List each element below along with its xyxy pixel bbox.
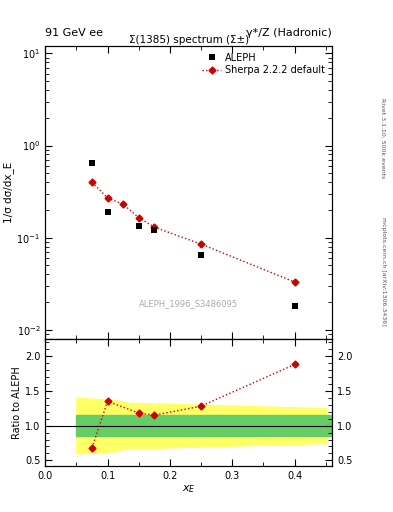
Text: mcplots.cern.ch [arXiv:1306.3436]: mcplots.cern.ch [arXiv:1306.3436] (381, 217, 386, 326)
Text: 91 GeV ee: 91 GeV ee (45, 28, 103, 38)
Line: ALEPH: ALEPH (88, 159, 298, 310)
Text: γ*/Z (Hadronic): γ*/Z (Hadronic) (246, 28, 332, 38)
Sherpa 2.2.2 default (105, 195, 110, 201)
ALEPH (136, 223, 141, 229)
Line: Sherpa 2.2.2 default: Sherpa 2.2.2 default (90, 180, 297, 285)
Legend: ALEPH, Sherpa 2.2.2 default: ALEPH, Sherpa 2.2.2 default (200, 51, 327, 77)
ALEPH (105, 209, 110, 215)
Sherpa 2.2.2 default (199, 241, 204, 247)
Sherpa 2.2.2 default (292, 279, 297, 285)
Title: Σ(1385) spectrum (Σ±): Σ(1385) spectrum (Σ±) (129, 35, 249, 45)
X-axis label: $x_E$: $x_E$ (182, 483, 195, 495)
Sherpa 2.2.2 default (152, 224, 157, 230)
ALEPH (199, 252, 204, 258)
Sherpa 2.2.2 default (90, 179, 94, 185)
ALEPH (152, 227, 157, 233)
Y-axis label: Ratio to ALEPH: Ratio to ALEPH (12, 366, 22, 439)
Text: ALEPH_1996_S3486095: ALEPH_1996_S3486095 (139, 299, 238, 308)
ALEPH (292, 303, 297, 309)
Sherpa 2.2.2 default (121, 201, 125, 207)
Sherpa 2.2.2 default (136, 215, 141, 221)
ALEPH (90, 160, 94, 166)
Text: Rivet 3.1.10, 500k events: Rivet 3.1.10, 500k events (381, 98, 386, 178)
Y-axis label: 1/σ dσ/dx_E: 1/σ dσ/dx_E (3, 162, 14, 223)
